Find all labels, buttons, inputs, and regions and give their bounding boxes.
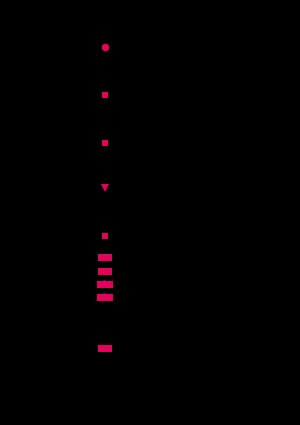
Bar bbox=[98, 267, 112, 275]
Bar bbox=[97, 294, 113, 300]
Bar bbox=[98, 345, 112, 351]
Bar bbox=[97, 280, 113, 287]
Bar bbox=[98, 253, 112, 261]
